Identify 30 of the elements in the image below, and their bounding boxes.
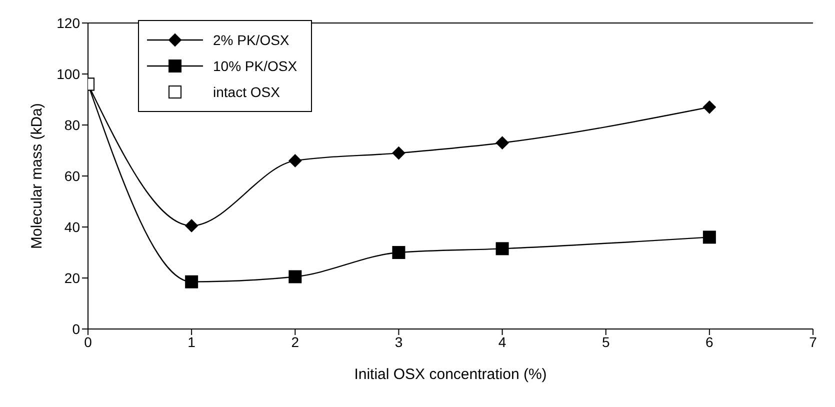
point	[496, 136, 509, 150]
point	[288, 270, 302, 284]
point	[288, 154, 302, 168]
x-tick-label: 1	[188, 334, 196, 350]
legend-label: 2% PK/OSX	[213, 32, 290, 48]
x-tick-label: 2	[291, 334, 300, 350]
point	[702, 230, 716, 244]
legend-label: intact OSX	[213, 84, 280, 100]
y-axis-title: Molecular mass (kDa)	[28, 103, 46, 249]
x-tick-label: 4	[498, 334, 506, 350]
x-tick-label: 7	[809, 334, 818, 350]
x-tick-label: 6	[706, 334, 714, 350]
x-tick-label: 5	[602, 334, 610, 350]
y-tick-label: 40	[64, 218, 80, 235]
y-tick-label: 100	[56, 66, 80, 82]
legend-label: 10% PK/OSX	[213, 58, 298, 74]
y-tick-label: 120	[56, 14, 80, 31]
point	[392, 246, 406, 259]
y-tick-label: 20	[64, 270, 80, 286]
point	[185, 219, 198, 232]
x-tick-label: 0	[84, 334, 92, 350]
point	[496, 242, 509, 256]
y-tick-label: 80	[64, 116, 80, 133]
x-axis-title: Initial OSX concentration (%)	[354, 366, 547, 383]
point	[392, 146, 406, 160]
x-tick-label: 3	[394, 334, 403, 350]
point	[185, 275, 198, 288]
point	[702, 100, 716, 114]
y-tick-label: 0	[72, 320, 80, 337]
y-tick-label: 60	[64, 168, 80, 184]
